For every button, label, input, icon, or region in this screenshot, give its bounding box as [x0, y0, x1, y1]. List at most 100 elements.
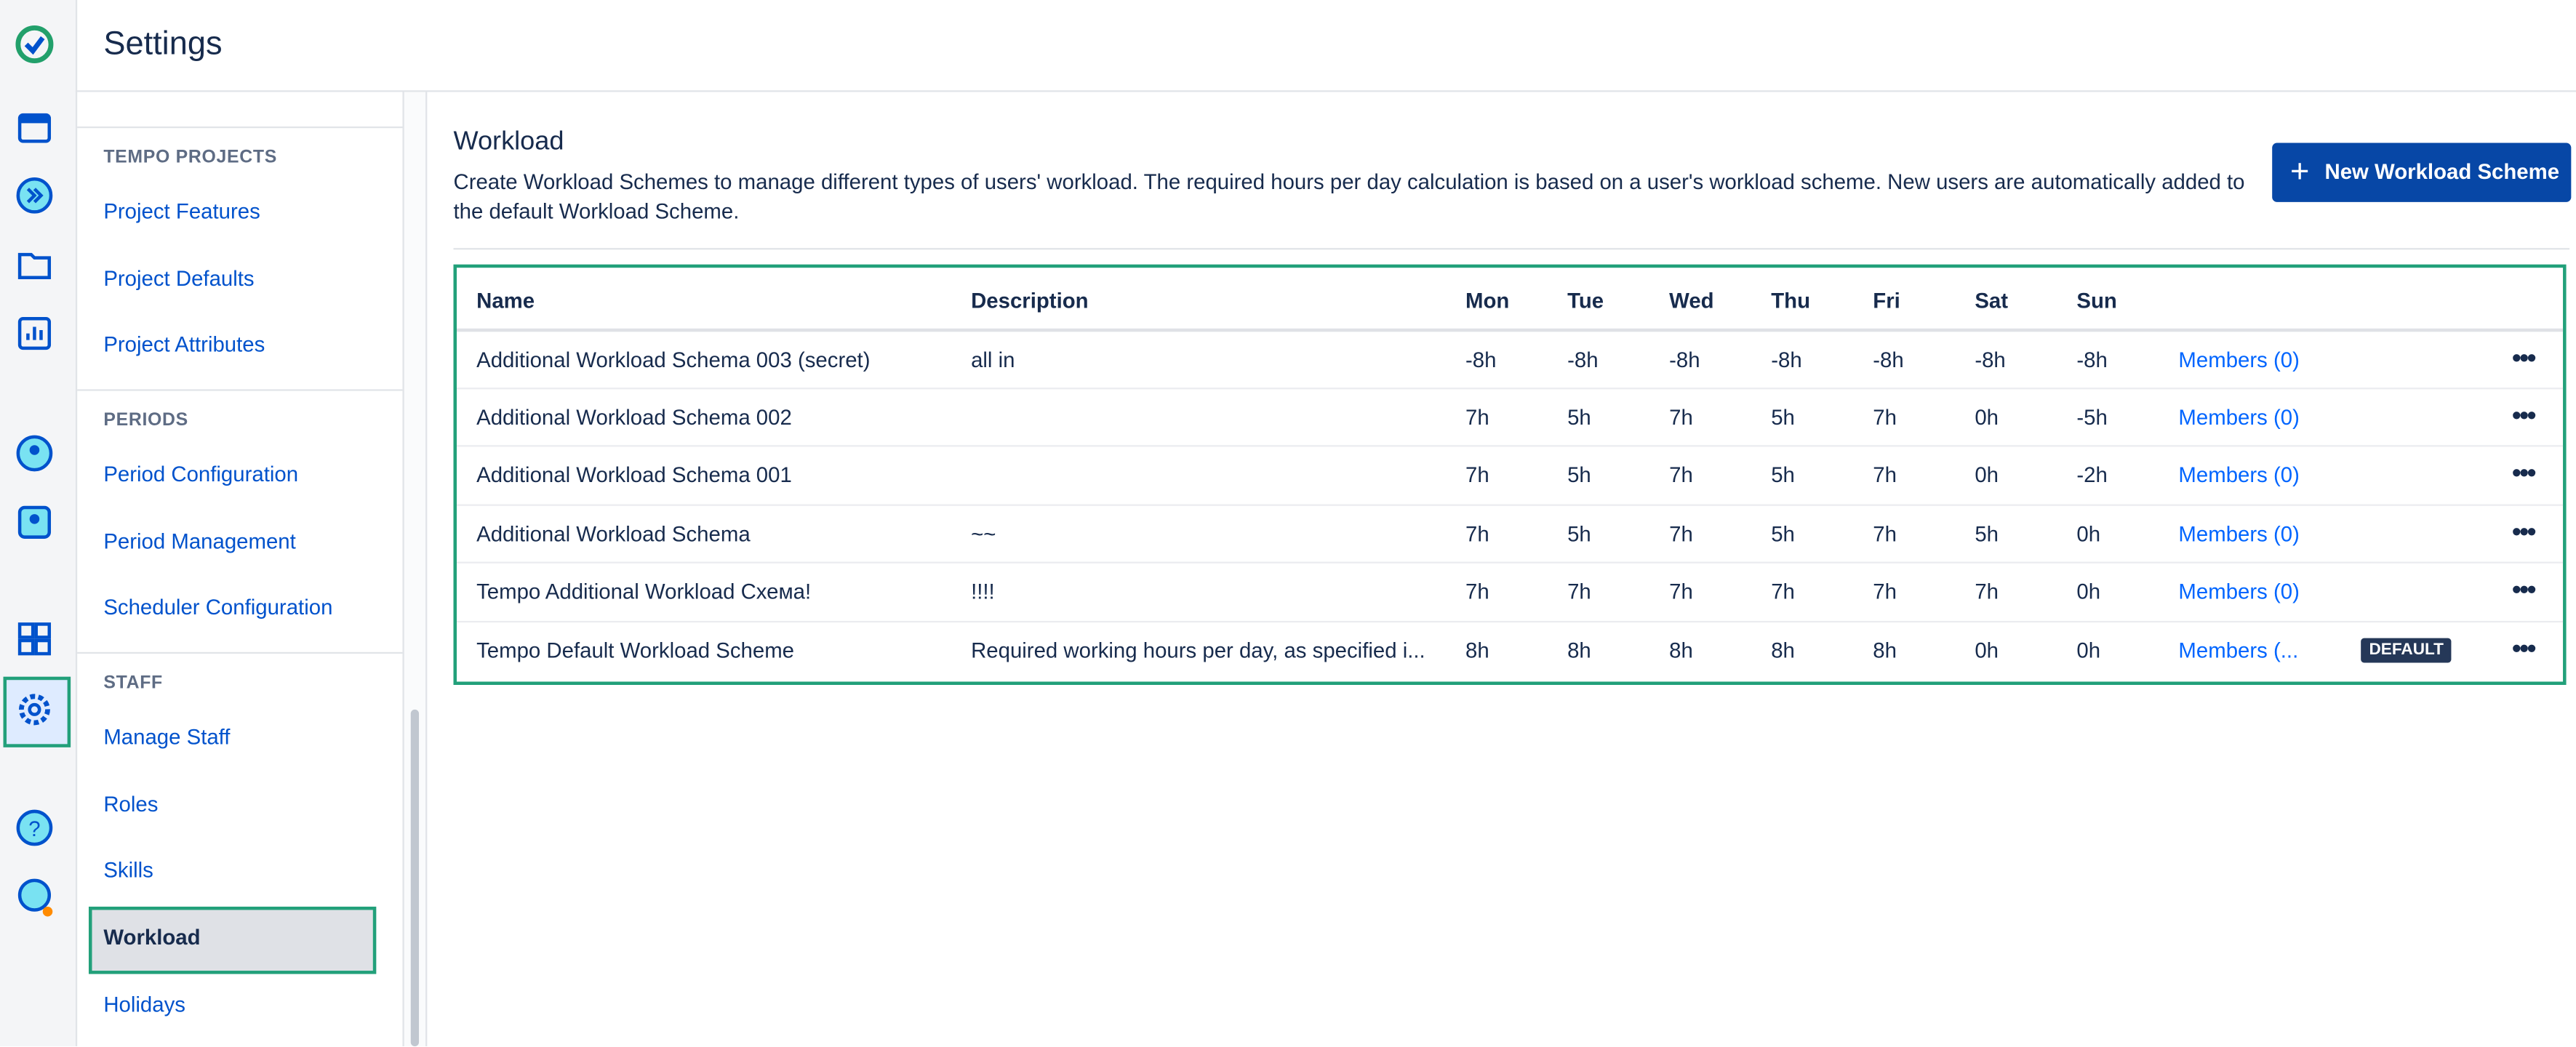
page-title: Settings	[103, 26, 223, 63]
row-menu[interactable]: •••	[2512, 460, 2536, 489]
day-hours: 7h	[1465, 462, 1489, 488]
nav-item[interactable]: Period Management	[103, 528, 296, 553]
help-icon[interactable]: ?	[15, 808, 54, 847]
day-hours: 7h	[1669, 404, 1693, 430]
selected-item	[88, 907, 377, 974]
day-hours: 8h	[1771, 637, 1795, 662]
day-hours: 8h	[1567, 637, 1591, 662]
icon-rail: ?	[0, 0, 78, 1046]
members-link[interactable]: Members (0)	[2178, 404, 2300, 430]
new-scheme-button[interactable]: + New Workload Scheme	[2272, 143, 2572, 202]
row-divider	[457, 561, 2564, 564]
content-description: Create Workload Schemes to manage differ…	[453, 169, 2245, 224]
scheme-description: ~~	[971, 521, 996, 546]
user-icon[interactable]	[15, 502, 54, 542]
column-header: Thu	[1771, 288, 1811, 313]
column-header: Mon	[1465, 288, 1510, 313]
default-badge: DEFAULT	[2361, 637, 2452, 662]
scheme-name: Additional Workload Schema 002	[476, 404, 792, 430]
nav-item[interactable]: Roles	[103, 791, 159, 817]
nav-item[interactable]: Holidays	[103, 991, 185, 1016]
nav-item[interactable]: Workload	[103, 925, 201, 950]
scheme-description: all in	[971, 346, 1015, 372]
row-menu[interactable]: •••	[2512, 344, 2536, 372]
row-menu[interactable]: •••	[2512, 635, 2536, 663]
day-hours: -8h	[1771, 346, 1802, 372]
table-frame	[453, 264, 2567, 686]
day-hours: -8h	[1873, 346, 1904, 372]
scheme-name: Additional Workload Schema	[476, 521, 751, 546]
header-divider	[457, 328, 2564, 332]
day-hours: -8h	[2076, 346, 2108, 372]
settings-icon[interactable]	[15, 690, 54, 729]
idea-icon[interactable]	[15, 877, 54, 917]
apps-icon[interactable]	[15, 619, 54, 659]
nav-item[interactable]: Project Features	[103, 198, 260, 224]
day-hours: 7h	[1465, 579, 1489, 604]
forward-icon[interactable]	[15, 176, 54, 215]
nav-item[interactable]: Manage Staff	[103, 724, 231, 750]
day-hours: 0h	[1975, 462, 1999, 488]
members-link[interactable]: Members (...	[2178, 637, 2299, 662]
nav-item[interactable]: Skills	[103, 858, 153, 883]
day-hours: 5h	[1771, 521, 1795, 546]
section-title: PERIODS	[103, 410, 188, 430]
scrollbar[interactable]	[402, 92, 428, 1046]
calendar-icon[interactable]	[15, 107, 54, 146]
row-divider	[457, 619, 2564, 622]
day-hours: 0h	[2076, 579, 2101, 604]
day-hours: 5h	[1567, 462, 1591, 488]
day-hours: 7h	[1669, 579, 1693, 604]
row-divider	[457, 387, 2564, 390]
scheme-description: !!!!	[971, 579, 995, 604]
row-menu[interactable]: •••	[2512, 518, 2536, 547]
day-hours: 7h	[1669, 521, 1693, 546]
day-hours: 0h	[1975, 404, 1999, 430]
column-header: Name	[476, 288, 535, 313]
day-hours: 7h	[1873, 579, 1897, 604]
section-title: STAFF	[103, 673, 163, 694]
nav-item[interactable]: Project Attributes	[103, 332, 265, 358]
day-hours: -8h	[1567, 346, 1599, 372]
day-hours: 5h	[1567, 404, 1591, 430]
button-label: New Workload Scheme	[2324, 159, 2560, 185]
nav-item[interactable]: Project Defaults	[103, 265, 255, 291]
day-hours: 7h	[1873, 521, 1897, 546]
day-hours: 7h	[1873, 462, 1897, 488]
day-hours: 7h	[1975, 579, 1999, 604]
column-header: Sat	[1975, 288, 2009, 313]
day-hours: 5h	[1771, 462, 1795, 488]
members-link[interactable]: Members (0)	[2178, 462, 2300, 488]
day-hours: 7h	[1567, 579, 1591, 604]
scheme-name: Additional Workload Schema 003 (secret)	[476, 346, 871, 372]
row-menu[interactable]: •••	[2512, 402, 2536, 430]
content-title: Workload	[453, 128, 564, 156]
members-link[interactable]: Members (0)	[2178, 579, 2300, 604]
day-hours: 8h	[1465, 637, 1489, 662]
report-icon[interactable]	[15, 313, 54, 353]
team-icon[interactable]	[15, 433, 54, 473]
members-link[interactable]: Members (0)	[2178, 521, 2300, 546]
day-hours: -5h	[2076, 404, 2108, 430]
folder-icon[interactable]	[15, 245, 54, 284]
nav-item[interactable]: Period Configuration	[103, 461, 299, 486]
svg-text:?: ?	[28, 817, 40, 841]
column-header: Tue	[1567, 288, 1604, 313]
day-hours: 0h	[2076, 521, 2101, 546]
header-divider	[75, 90, 2576, 92]
section-divider	[77, 651, 403, 654]
nav-item[interactable]: Scheduler Configuration	[103, 595, 333, 620]
content-divider	[453, 248, 2570, 250]
row-menu[interactable]: •••	[2512, 577, 2536, 605]
day-hours: 7h	[1465, 404, 1489, 430]
day-hours: 5h	[1771, 404, 1795, 430]
row-divider	[457, 445, 2564, 448]
scheme-name: Additional Workload Schema 001	[476, 462, 792, 488]
day-hours: 5h	[1567, 521, 1591, 546]
section-divider	[77, 126, 403, 129]
members-link[interactable]: Members (0)	[2178, 346, 2300, 372]
day-hours: 7h	[1465, 521, 1489, 546]
day-hours: 0h	[2076, 637, 2101, 662]
